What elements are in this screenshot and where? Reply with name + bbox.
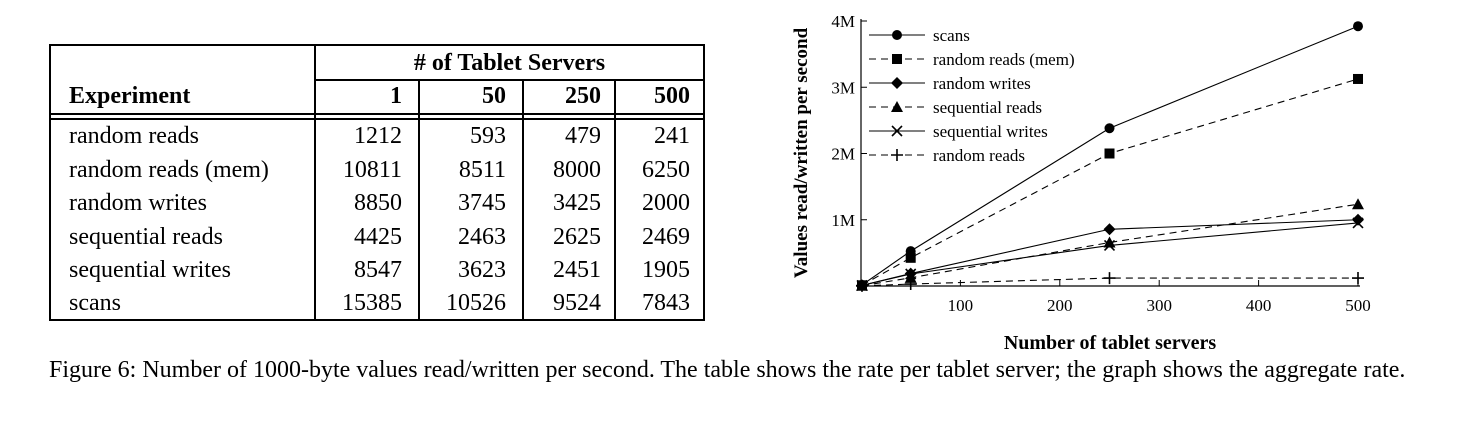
legend-entry: random reads (mem) <box>933 50 1075 69</box>
row-label: sequential reads <box>69 224 223 250</box>
data-point <box>1353 73 1363 84</box>
data-point <box>1103 239 1116 251</box>
row-label: random reads <box>69 123 199 149</box>
data-point <box>904 271 917 283</box>
header-rule-2 <box>51 118 705 120</box>
data-point <box>904 278 917 291</box>
table-cell: 2469 <box>642 224 690 250</box>
x-tick-label: 200 <box>1047 296 1073 315</box>
row-label: sequential writes <box>69 257 231 283</box>
table-cell: 8000 <box>553 157 601 183</box>
col-divider-50 <box>522 81 524 319</box>
legend-entry: random reads <box>933 146 1025 165</box>
legend-marker <box>891 101 903 112</box>
figure-caption: Figure 6: Number of 1000-byte values rea… <box>49 357 1406 383</box>
table-cell: 4425 <box>354 224 402 250</box>
data-point <box>1353 21 1363 32</box>
series-line <box>861 277 1359 287</box>
col-divider-250 <box>614 81 616 319</box>
chart-canvas: 1M 2M 3M 4M 100 200 300 400 500 Number of tablet … <box>791 12 1371 354</box>
y-tick-label: 3M <box>831 78 855 97</box>
legend-marker <box>892 54 902 64</box>
data-point <box>1352 198 1364 210</box>
table-cell: 8547 <box>354 257 402 283</box>
table-cell: 2463 <box>458 224 506 250</box>
row-label: random reads (mem) <box>69 157 269 183</box>
group-header: # of Tablet Servers <box>413 50 606 76</box>
data-point <box>855 279 868 292</box>
table-cell: 2000 <box>642 190 690 216</box>
table-cell: 3745 <box>458 190 506 216</box>
legend-marker <box>891 149 903 161</box>
header-rule-1 <box>51 113 705 115</box>
column-header: 1 <box>390 83 402 109</box>
table-cell: 15385 <box>342 290 402 316</box>
row-label: scans <box>69 290 121 316</box>
y-tick-label: 4M <box>831 12 855 31</box>
col-divider-1 <box>418 81 420 319</box>
data-point <box>1104 123 1115 134</box>
x-axis-title: Number of tablet servers <box>1004 332 1217 354</box>
throughput-chart: 1M 2M 3M 4M 100 200 300 400 500 Number of tablet … <box>785 0 1458 360</box>
table-cell: 8511 <box>458 157 506 183</box>
data-point <box>905 268 917 280</box>
table-cell: 3623 <box>458 257 506 283</box>
x-tick-label: 300 <box>1146 296 1172 315</box>
legend-entry: sequential reads <box>933 98 1042 117</box>
group-header-rule <box>314 79 705 81</box>
table-cell: 593 <box>470 123 506 149</box>
series-line <box>861 78 1359 286</box>
column-header: 500 <box>654 83 690 109</box>
col-divider-experiment <box>314 46 316 319</box>
column-header: 50 <box>482 83 506 109</box>
x-tick-label: 500 <box>1345 296 1371 315</box>
row-label: random writes <box>69 190 207 216</box>
y-axis-title: Values read/written per second <box>791 27 812 278</box>
column-header: 250 <box>565 83 601 109</box>
table-cell: 7843 <box>642 290 690 316</box>
data-point <box>1104 148 1115 159</box>
legend-marker <box>892 30 902 40</box>
table-cell: 8850 <box>354 190 402 216</box>
table-cell: 10811 <box>342 157 402 183</box>
data-point <box>1352 272 1364 285</box>
series-line <box>861 222 1359 286</box>
y-tick-label: 2M <box>831 145 855 164</box>
results-table: # of Tablet Servers Experiment 1 50 250 … <box>49 44 705 321</box>
data-point <box>1352 217 1364 229</box>
data-point <box>905 252 916 263</box>
y-tick-label: 1M <box>831 211 855 230</box>
table-cell: 1212 <box>354 123 402 149</box>
table-cell: 10526 <box>446 290 506 316</box>
legend-entry: scans <box>933 26 970 45</box>
table-cell: 2451 <box>553 257 601 283</box>
table-cell: 479 <box>565 123 601 149</box>
experiment-header: Experiment <box>69 83 191 109</box>
legend-marker <box>891 125 903 137</box>
table-cell: 2625 <box>553 224 601 250</box>
table-cell: 241 <box>654 123 690 149</box>
x-tick-label: 100 <box>948 296 974 315</box>
legend-entry: random writes <box>933 74 1031 93</box>
table-cell: 1905 <box>642 257 690 283</box>
table-cell: 9524 <box>553 290 601 316</box>
series-line <box>861 25 1359 286</box>
x-tick-label: 400 <box>1246 296 1272 315</box>
data-point <box>1103 223 1116 236</box>
data-point <box>1103 272 1116 285</box>
legend-entry: sequential writes <box>933 122 1048 141</box>
table-cell: 3425 <box>553 190 601 216</box>
table-cell: 6250 <box>642 157 690 183</box>
legend-marker <box>891 77 903 89</box>
